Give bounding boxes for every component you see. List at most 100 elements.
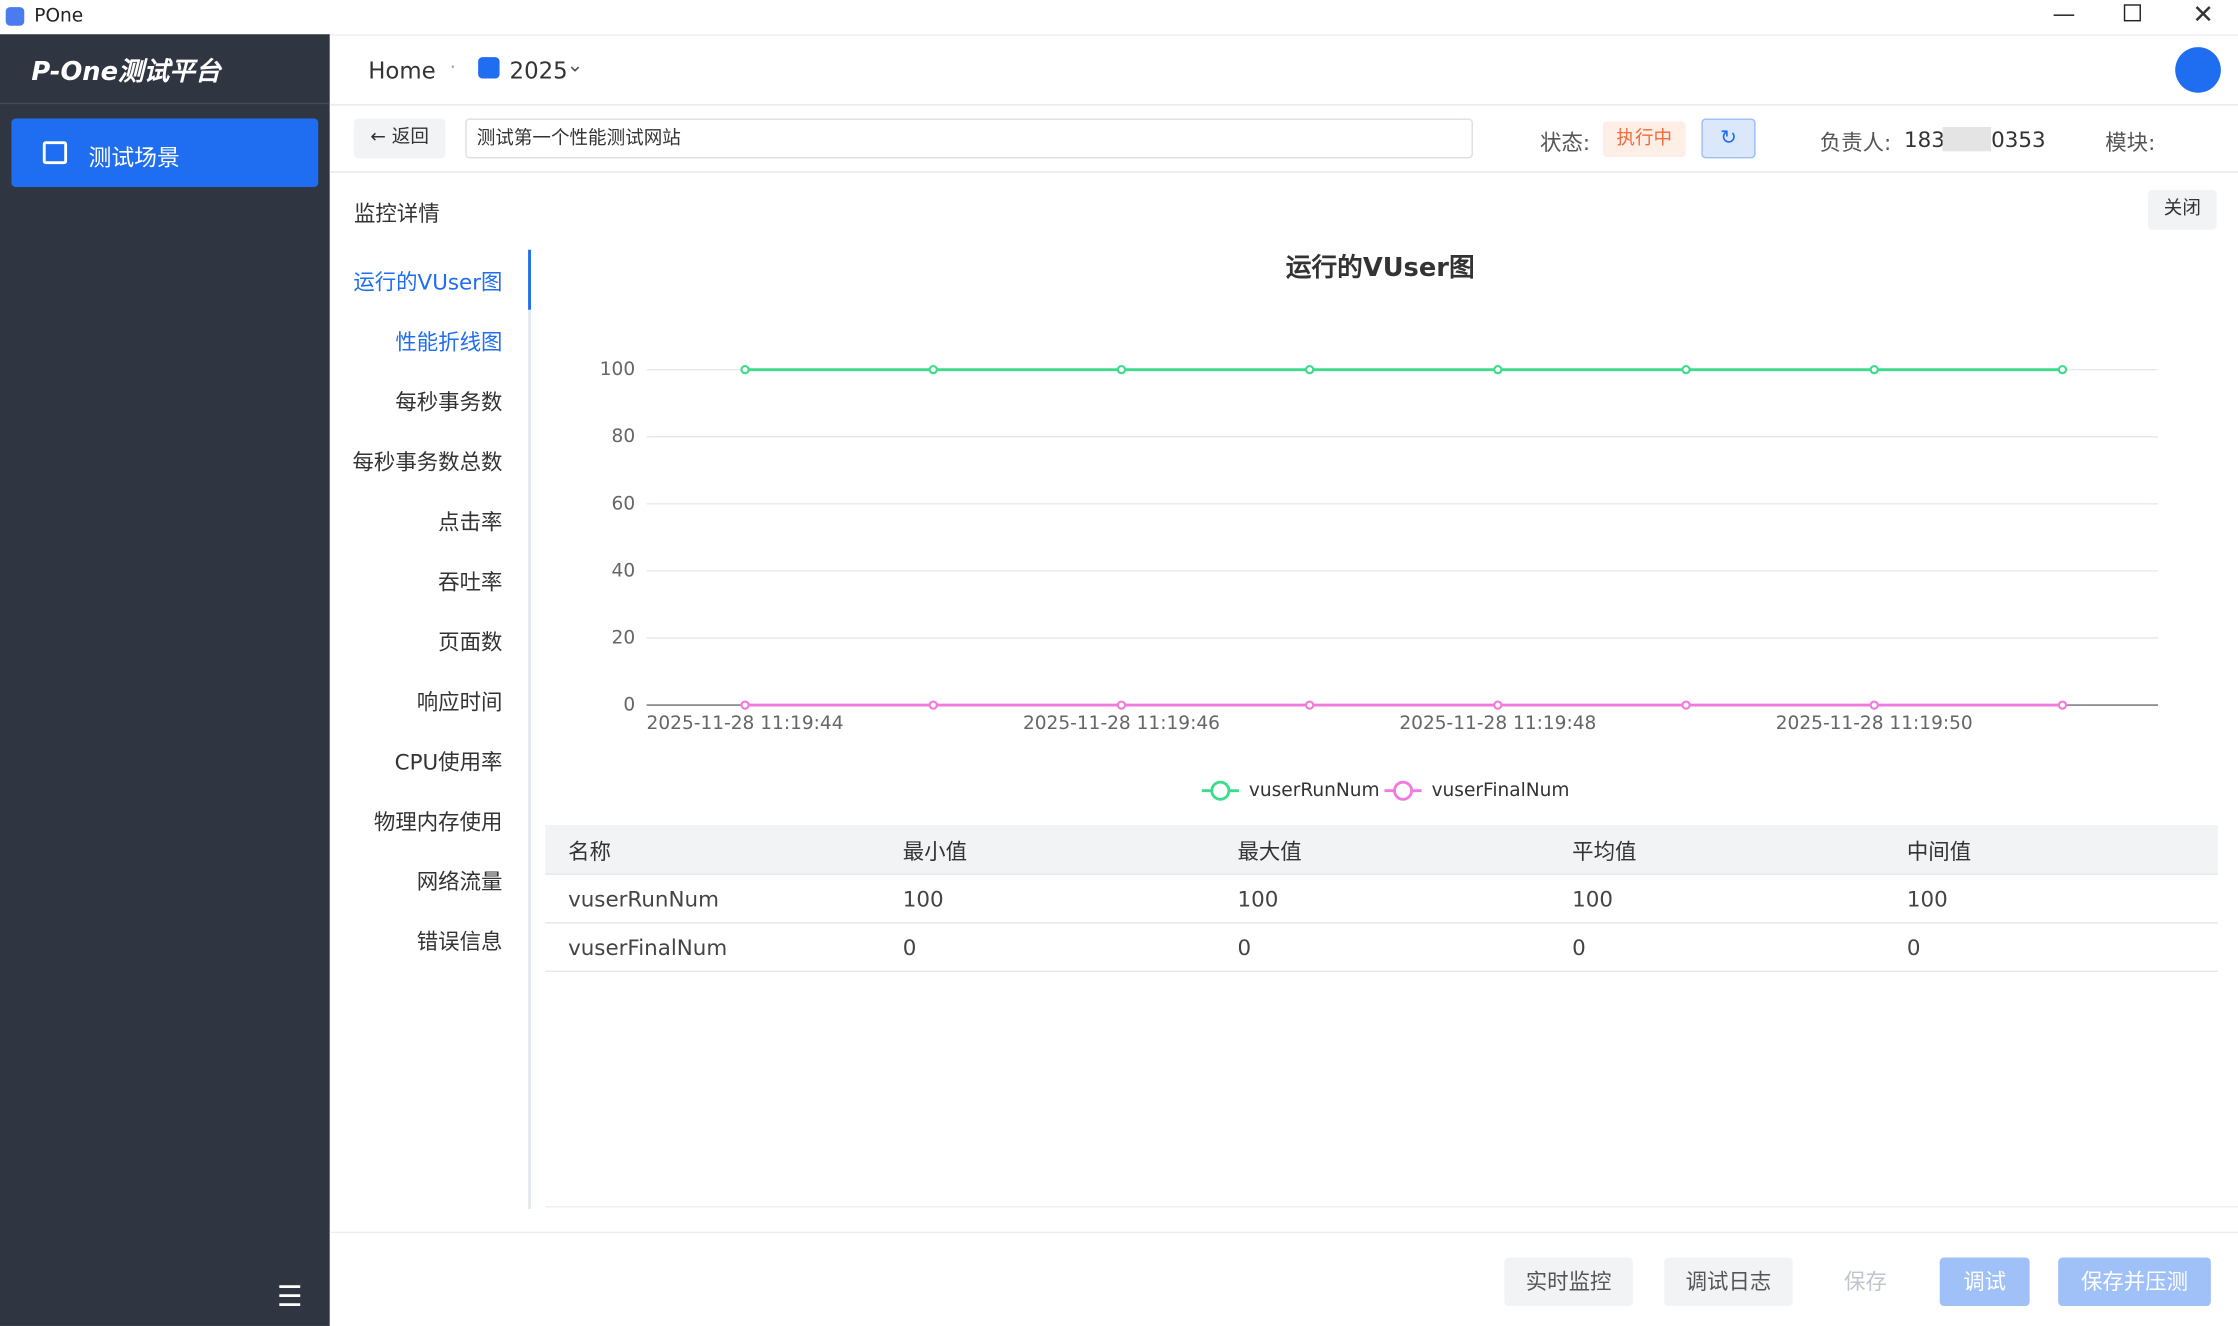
y-tick-label: 100 xyxy=(600,359,635,380)
data-point xyxy=(1493,700,1503,710)
owner-end: 0353 xyxy=(1991,127,2046,153)
y-tick-label: 40 xyxy=(612,560,636,581)
data-point xyxy=(740,700,750,710)
footer-button[interactable]: 保存 xyxy=(1821,1257,1910,1306)
data-point xyxy=(1305,365,1315,375)
data-point xyxy=(928,700,938,710)
separator: · xyxy=(449,57,456,80)
breadcrumb-home[interactable]: Home xyxy=(368,57,436,85)
scene-name-input[interactable]: 测试第一个性能测试网站 xyxy=(465,118,1473,159)
legend-marker xyxy=(1210,780,1231,801)
table-cell: 0 xyxy=(1906,934,1921,961)
y-tick-label: 60 xyxy=(612,493,636,514)
avatar[interactable] xyxy=(2175,47,2221,93)
table-header-cell: 中间值 xyxy=(1906,839,1972,865)
nav-item[interactable]: 点击率 xyxy=(438,509,503,536)
app-icon xyxy=(5,7,25,26)
nav-item[interactable]: 物理内存使用 xyxy=(373,809,503,835)
table-cell: 0 xyxy=(902,934,917,961)
y-tick-label: 0 xyxy=(623,695,635,716)
back-button[interactable]: ← 返回 xyxy=(353,118,446,159)
collapse[interactable]: ☰ xyxy=(276,1278,303,1314)
table-cell: 100 xyxy=(1906,886,1948,913)
legend-marker xyxy=(1393,780,1414,801)
table-header-cell: 名称 xyxy=(568,839,611,865)
table-cell: 100 xyxy=(1237,886,1279,913)
menu-label: 测试场景 xyxy=(88,144,180,172)
row-divider xyxy=(545,970,2219,972)
table-cell: vuserRunNum xyxy=(568,886,719,913)
status-tag: 执行中 xyxy=(1602,121,1686,158)
table-header-cell: 最大值 xyxy=(1237,839,1302,865)
data-point xyxy=(1493,365,1503,375)
menu-item[interactable]: 测试场景 xyxy=(11,118,319,187)
y-tick-label: 20 xyxy=(612,628,636,649)
status-label: 状态: xyxy=(1540,129,1591,156)
chart: 运行的VUser图 0 20 40 60 80 100 2025-11-28 11:19:4… xyxy=(600,252,2159,801)
dropdown-arrow[interactable]: ⌄ xyxy=(566,54,584,78)
toolbar: ← 返回 测试第一个性能测试网站 状态: 执行中 ↻ 负责人: 183 0353… xyxy=(329,106,2238,173)
footer-button[interactable]: 调试 xyxy=(1939,1257,2030,1306)
nav-item[interactable]: 性能折线图 xyxy=(395,329,503,356)
footer-button[interactable]: 保存并压测 xyxy=(2058,1257,2211,1306)
maximize[interactable] xyxy=(2123,4,2141,22)
close-window[interactable]: ✕ xyxy=(2192,0,2214,30)
sidebar: P-One测试平台 测试场景 ☰ xyxy=(0,34,330,1326)
y-tick-label: 80 xyxy=(612,426,636,447)
row-divider xyxy=(545,873,2219,875)
back-label: 返回 xyxy=(391,127,429,149)
table-cell: 100 xyxy=(1572,886,1614,913)
data-point xyxy=(1681,700,1691,710)
data-point xyxy=(2057,700,2068,710)
nav-item[interactable]: 吞吐率 xyxy=(438,569,503,596)
divider xyxy=(0,102,330,105)
nav-item[interactable]: 页面数 xyxy=(438,629,503,656)
nav-item[interactable]: 运行的VUser图 xyxy=(353,269,503,296)
nav-item[interactable]: 每秒事务数 xyxy=(395,389,503,416)
data-point xyxy=(928,365,938,375)
owner-mask xyxy=(1942,127,1992,152)
minimize[interactable]: — xyxy=(2052,0,2076,28)
nav-item[interactable]: 响应时间 xyxy=(416,689,503,716)
project-icon xyxy=(478,57,500,79)
nav-divider xyxy=(528,249,531,1209)
module-label: 模块: xyxy=(2105,129,2156,156)
footer-button[interactable]: 实时监控 xyxy=(1504,1257,1633,1306)
table-cell: 100 xyxy=(902,886,944,913)
logo: P-One测试平台 xyxy=(31,57,221,88)
owner-label: 负责人: xyxy=(1819,129,1892,156)
data-point xyxy=(1869,365,1879,375)
table-header-bg xyxy=(545,824,2219,874)
table-cell: vuserFinalNum xyxy=(568,934,728,961)
project-select[interactable]: 2025 xyxy=(509,57,568,85)
divider xyxy=(329,1231,2238,1234)
refresh-button[interactable]: ↻ xyxy=(1701,118,1756,159)
menu-icon xyxy=(42,141,68,165)
nav-item[interactable]: 每秒事务数总数 xyxy=(352,449,503,476)
data-point xyxy=(1681,365,1691,375)
close-button[interactable]: 关闭 xyxy=(2148,189,2217,230)
x-tick-label: 2025-11-28 11:19:44 xyxy=(647,713,844,734)
legend-label: vuserFinalNum xyxy=(1432,780,1570,801)
window-title: POne xyxy=(34,5,84,28)
chart-title: 运行的VUser图 xyxy=(1286,252,1475,283)
table-cell: 0 xyxy=(1572,934,1586,961)
table-header-cell: 平均值 xyxy=(1572,839,1637,865)
legend-label: vuserRunNum xyxy=(1249,780,1380,801)
data-point xyxy=(1869,700,1879,710)
footer-button[interactable]: 调试日志 xyxy=(1664,1257,1793,1306)
row-divider xyxy=(545,922,2219,924)
header: Home · 2025 ⌄ xyxy=(329,34,2238,106)
nav-item[interactable]: 错误信息 xyxy=(416,929,503,955)
panel-title: 监控详情 xyxy=(353,201,440,227)
nav-item[interactable]: CPU使用率 xyxy=(394,749,503,776)
nav-active-bar xyxy=(528,249,531,310)
nav-item[interactable]: 网络流量 xyxy=(416,869,503,895)
title-bar: POne — ✕ xyxy=(0,0,2238,36)
x-tick-label: 2025-11-28 11:19:50 xyxy=(1776,713,1973,734)
owner-start: 183 xyxy=(1904,127,1945,153)
data-point xyxy=(1116,700,1127,710)
data-point xyxy=(740,365,750,375)
